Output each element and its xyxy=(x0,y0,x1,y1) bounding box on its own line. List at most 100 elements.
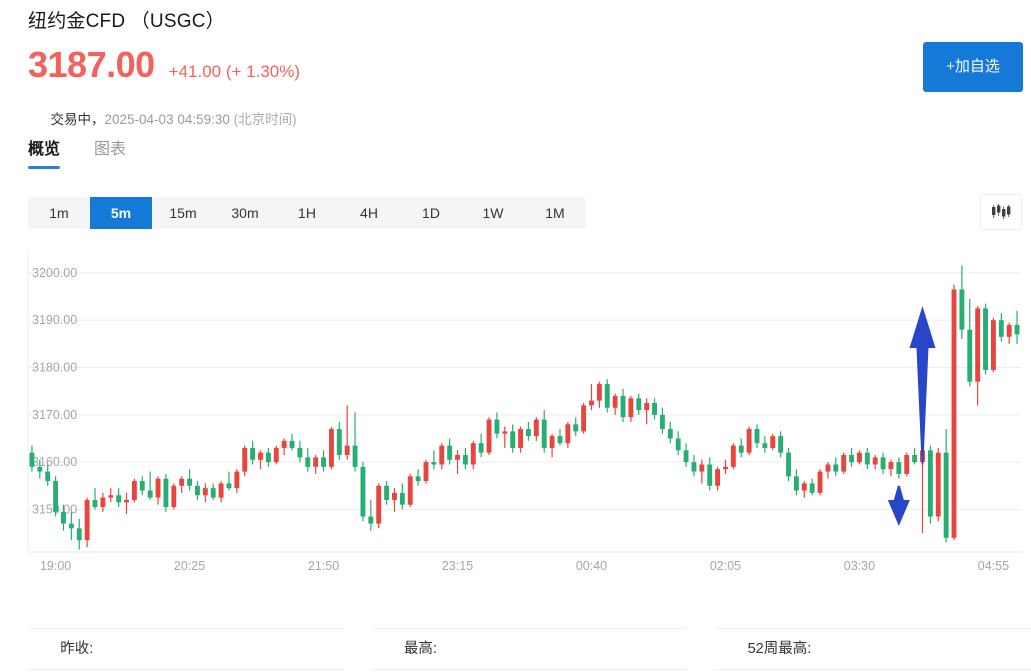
candlestick xyxy=(486,417,492,456)
candlestick xyxy=(226,471,232,491)
stat-52w-high: 52周最高: 3176.90 xyxy=(715,588,1031,657)
candle-body xyxy=(61,511,66,524)
timeframe-4h[interactable]: 4H xyxy=(360,205,378,221)
price-change: +41.00 (+ 1.30%) xyxy=(168,62,301,81)
candlestick xyxy=(951,284,957,541)
candlestick xyxy=(376,483,382,529)
x-axis-tick: 02:05 xyxy=(710,559,741,573)
candle-body xyxy=(636,398,642,411)
y-axis-tick: 3190.00 xyxy=(32,313,77,327)
timeframe-1m[interactable]: 1m xyxy=(49,205,69,221)
candlestick xyxy=(691,455,697,477)
chart-type-toggle[interactable] xyxy=(980,194,1022,230)
candlestick xyxy=(644,398,650,425)
candlestick xyxy=(699,459,705,484)
candlestick xyxy=(707,457,713,491)
candlestick xyxy=(470,440,476,470)
candlestick xyxy=(368,499,374,531)
stats-column-1: 昨收: 3146.00 今开: 3147.50 xyxy=(0,588,344,670)
candlestick xyxy=(786,447,791,482)
candle-body xyxy=(864,452,870,465)
candle-body xyxy=(297,447,303,458)
timeframe-1M[interactable]: 1M xyxy=(545,205,565,221)
y-axis-tick: 3180.00 xyxy=(32,361,77,375)
candle-body xyxy=(620,395,626,418)
candlestick xyxy=(1014,310,1020,344)
candlestick xyxy=(116,488,122,508)
candlestick-chart-svg[interactable]: 3200.003190.003180.003170.003160.003150.… xyxy=(22,240,1031,585)
timeframe-1d[interactable]: 1D xyxy=(422,205,440,221)
candle-body xyxy=(541,419,547,448)
arrow-tail xyxy=(893,485,904,500)
candle-body xyxy=(888,462,894,470)
candle-body xyxy=(659,414,665,430)
candle-body xyxy=(596,384,602,401)
candle-body xyxy=(786,452,791,477)
candlestick xyxy=(541,410,547,453)
stat-label: 52周最高: xyxy=(747,641,812,657)
candle-body xyxy=(305,457,311,467)
x-axis-tick: 20:25 xyxy=(174,559,205,573)
candlestick xyxy=(250,440,256,465)
timeframe-15m[interactable]: 15m xyxy=(169,205,197,221)
candlestick xyxy=(45,464,51,486)
candlestick xyxy=(778,431,784,458)
timeframe-5m[interactable]: 5m xyxy=(90,197,152,229)
stats-column-3: 52周最高: 3176.90 52周最低: 2267.30 xyxy=(687,588,1031,670)
candle-body xyxy=(100,497,106,508)
add-to-watchlist-button[interactable]: +加自选 xyxy=(923,42,1023,92)
candle-body xyxy=(967,329,973,382)
candle-body xyxy=(258,452,263,460)
candle-body xyxy=(399,492,405,505)
candlestick xyxy=(880,452,886,474)
candle-body xyxy=(644,403,650,411)
candle-body xyxy=(675,438,681,451)
candlestick xyxy=(321,450,326,472)
timeframe-1w[interactable]: 1W xyxy=(482,205,504,221)
timeframe-1h[interactable]: 1H xyxy=(298,205,316,221)
stat-prev-close: 昨收: 3146.00 xyxy=(28,588,344,657)
price-chart[interactable]: 3200.003190.003180.003170.003160.003150.… xyxy=(22,240,1031,585)
candle-body xyxy=(328,429,334,467)
candlestick xyxy=(360,462,366,522)
candle-body xyxy=(368,516,374,524)
candlestick xyxy=(636,393,642,415)
timeframe-30m[interactable]: 30m xyxy=(231,205,259,221)
candle-body xyxy=(589,400,594,406)
candle-body xyxy=(273,447,279,463)
candle-body xyxy=(715,469,721,486)
candlestick xyxy=(652,398,657,420)
candle-body xyxy=(1014,324,1020,335)
candle-body xyxy=(194,485,200,496)
candle-body xyxy=(116,495,122,503)
candle-body xyxy=(415,476,421,482)
tab-overview[interactable]: 概览 xyxy=(28,140,61,169)
candle-body xyxy=(336,429,342,456)
candle-body xyxy=(667,429,673,439)
candlestick xyxy=(352,412,358,472)
candle-body xyxy=(533,419,539,437)
candlestick xyxy=(179,476,185,493)
candle-body xyxy=(573,424,579,432)
arrow-head xyxy=(887,499,910,526)
candle-body xyxy=(470,443,476,465)
candle-body xyxy=(738,445,744,453)
candlestick xyxy=(589,384,594,411)
candle-body xyxy=(407,476,413,505)
candlestick xyxy=(683,443,689,467)
candlestick xyxy=(76,518,82,550)
candlestick xyxy=(620,388,626,422)
candle-body xyxy=(384,485,390,500)
candle-body xyxy=(896,462,902,474)
candle-body xyxy=(723,466,728,470)
tab-chart[interactable]: 图表 xyxy=(94,141,127,158)
candle-body xyxy=(549,436,555,448)
candlestick xyxy=(100,492,106,512)
candlestick xyxy=(494,412,500,439)
candlestick xyxy=(604,379,610,413)
candlestick xyxy=(817,469,823,496)
candlestick xyxy=(533,417,539,441)
candlestick xyxy=(888,459,894,477)
candle-body xyxy=(179,478,185,486)
candlestick xyxy=(281,438,287,456)
